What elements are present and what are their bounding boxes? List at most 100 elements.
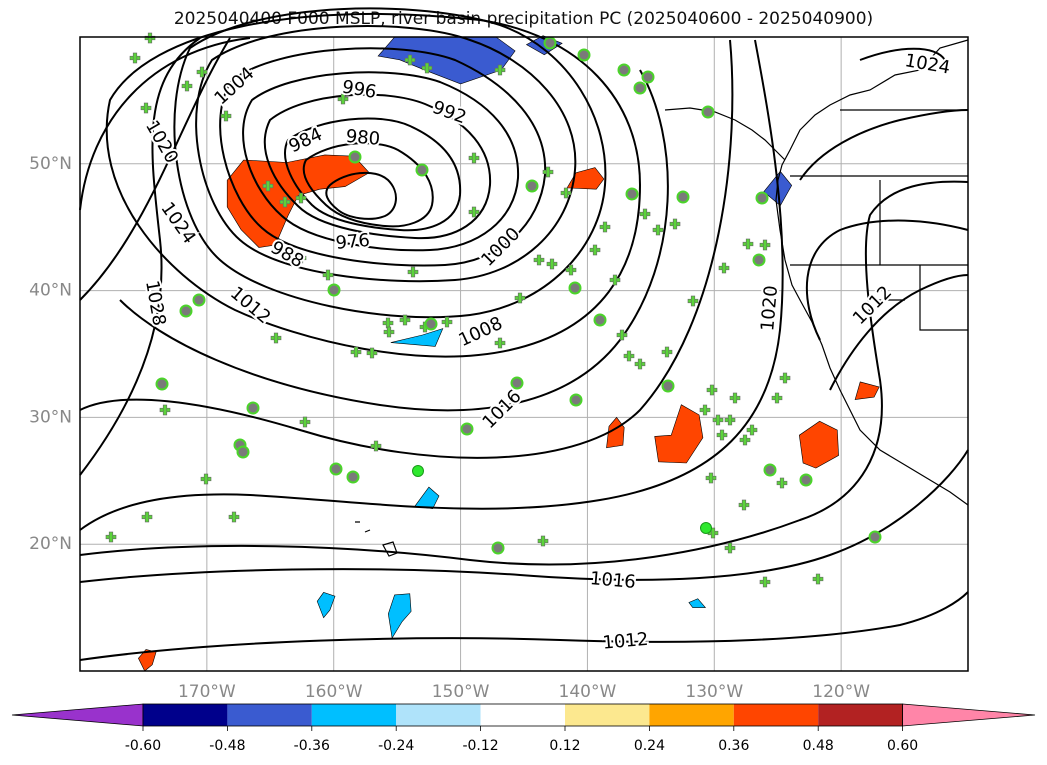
station-dot	[424, 317, 438, 331]
lon-tick-label: 130°W	[685, 682, 743, 702]
colorbar-tick-label: -0.24	[378, 738, 414, 754]
isobar	[242, 71, 520, 252]
isobar	[105, 12, 642, 358]
colorbar-tick-label: 0.60	[887, 738, 918, 754]
isobar	[263, 93, 492, 240]
station-dot	[525, 179, 539, 193]
station-cross	[404, 54, 416, 66]
station-dot	[246, 401, 260, 415]
isobar-label: 1012	[849, 282, 896, 329]
station-cross	[484, 319, 496, 331]
station-dot	[329, 462, 343, 476]
station-point	[700, 522, 712, 534]
station-cross	[738, 499, 750, 511]
colorbar-swatch	[227, 704, 312, 726]
station-cross	[705, 472, 717, 484]
coastline-path	[664, 107, 786, 161]
station-cross	[159, 404, 171, 416]
isobar-label: 1020	[141, 117, 182, 167]
station-cross	[661, 346, 673, 358]
station-cross	[196, 66, 208, 78]
station-cross	[634, 358, 646, 370]
station-dot	[179, 304, 193, 318]
precip-area	[654, 404, 704, 464]
axis-labels: 50°N 40°N 30°N 20°N 170°W 160°W 150°W 140°W 130°…	[29, 154, 870, 702]
station-cross	[746, 424, 758, 436]
isobar	[79, 37, 784, 531]
isobar-label: 1000	[477, 224, 524, 271]
lat-tick-label: 20°N	[29, 534, 72, 554]
station-cross	[181, 80, 193, 92]
station-cross	[105, 531, 117, 543]
isobar	[79, 591, 969, 661]
lon-tick-label: 120°W	[812, 682, 870, 702]
isobar	[79, 180, 969, 566]
station-cross	[370, 440, 382, 452]
station-cross	[441, 316, 453, 328]
colorbar-tick-label: 0.24	[634, 738, 665, 754]
island-path	[355, 521, 398, 557]
station-cross	[270, 332, 282, 344]
station-cross	[383, 326, 395, 338]
precip-area	[390, 328, 444, 347]
station-cross	[776, 477, 788, 489]
station-dot	[641, 70, 655, 84]
station-cross	[759, 576, 771, 588]
coastline-path	[775, 39, 969, 506]
station-dot	[569, 393, 583, 407]
station-cross	[724, 414, 736, 426]
station-cross	[421, 62, 433, 74]
colorbar: -0.60 -0.48 -0.36 -0.24 -0.12 0.12 0.24 0.36 0.4…	[11, 703, 1036, 754]
station-dot	[155, 377, 169, 391]
station-cross	[699, 404, 711, 416]
lat-tick-label: 50°N	[29, 154, 72, 174]
station-cross	[228, 511, 240, 523]
station-dot	[752, 253, 766, 267]
station-dot	[510, 376, 524, 390]
station-cross	[279, 196, 291, 208]
station-cross	[350, 346, 362, 358]
station-cross	[706, 384, 718, 396]
lon-tick-label: 170°W	[178, 682, 236, 702]
station-cross	[468, 152, 480, 164]
station-cross	[494, 337, 506, 349]
station-cross	[382, 317, 394, 329]
isobar-label: 1012	[226, 283, 275, 329]
station-cross	[141, 511, 153, 523]
station-dot	[763, 463, 777, 477]
colorbar-extend-low	[11, 703, 144, 727]
isobar	[79, 449, 969, 583]
colorbar-swatch	[143, 704, 228, 726]
isobar	[79, 37, 669, 412]
station-dot	[593, 313, 607, 327]
station-dot	[625, 187, 639, 201]
coastline	[355, 39, 969, 557]
colorbar-swatch	[311, 704, 397, 726]
station-cross	[779, 372, 791, 384]
colorbar-tick-label: -0.48	[209, 738, 245, 754]
precip-area	[854, 381, 880, 400]
station-dot	[543, 36, 557, 50]
station-cross	[639, 208, 651, 220]
station-dot	[868, 530, 882, 544]
station-cross	[322, 269, 334, 281]
station-cross	[337, 93, 349, 105]
colorbar-swatch	[649, 704, 734, 726]
lon-tick-label: 150°W	[432, 682, 490, 702]
station-dot	[661, 379, 675, 393]
colorbar-tick-label: 0.36	[718, 738, 749, 754]
station-cross	[533, 254, 545, 266]
station-dot	[327, 283, 341, 297]
colorbar-tick-label: -0.36	[294, 738, 330, 754]
mslp-isobars	[79, 7, 969, 661]
station-cross	[144, 32, 156, 44]
station-cross	[220, 110, 232, 122]
station-dot	[568, 281, 582, 295]
station-cross	[712, 414, 724, 426]
station-cross	[609, 274, 621, 286]
station-dot	[460, 422, 474, 436]
station-dot	[799, 473, 813, 487]
precip-fill-layer	[80, 35, 968, 672]
station-cross	[616, 329, 628, 341]
